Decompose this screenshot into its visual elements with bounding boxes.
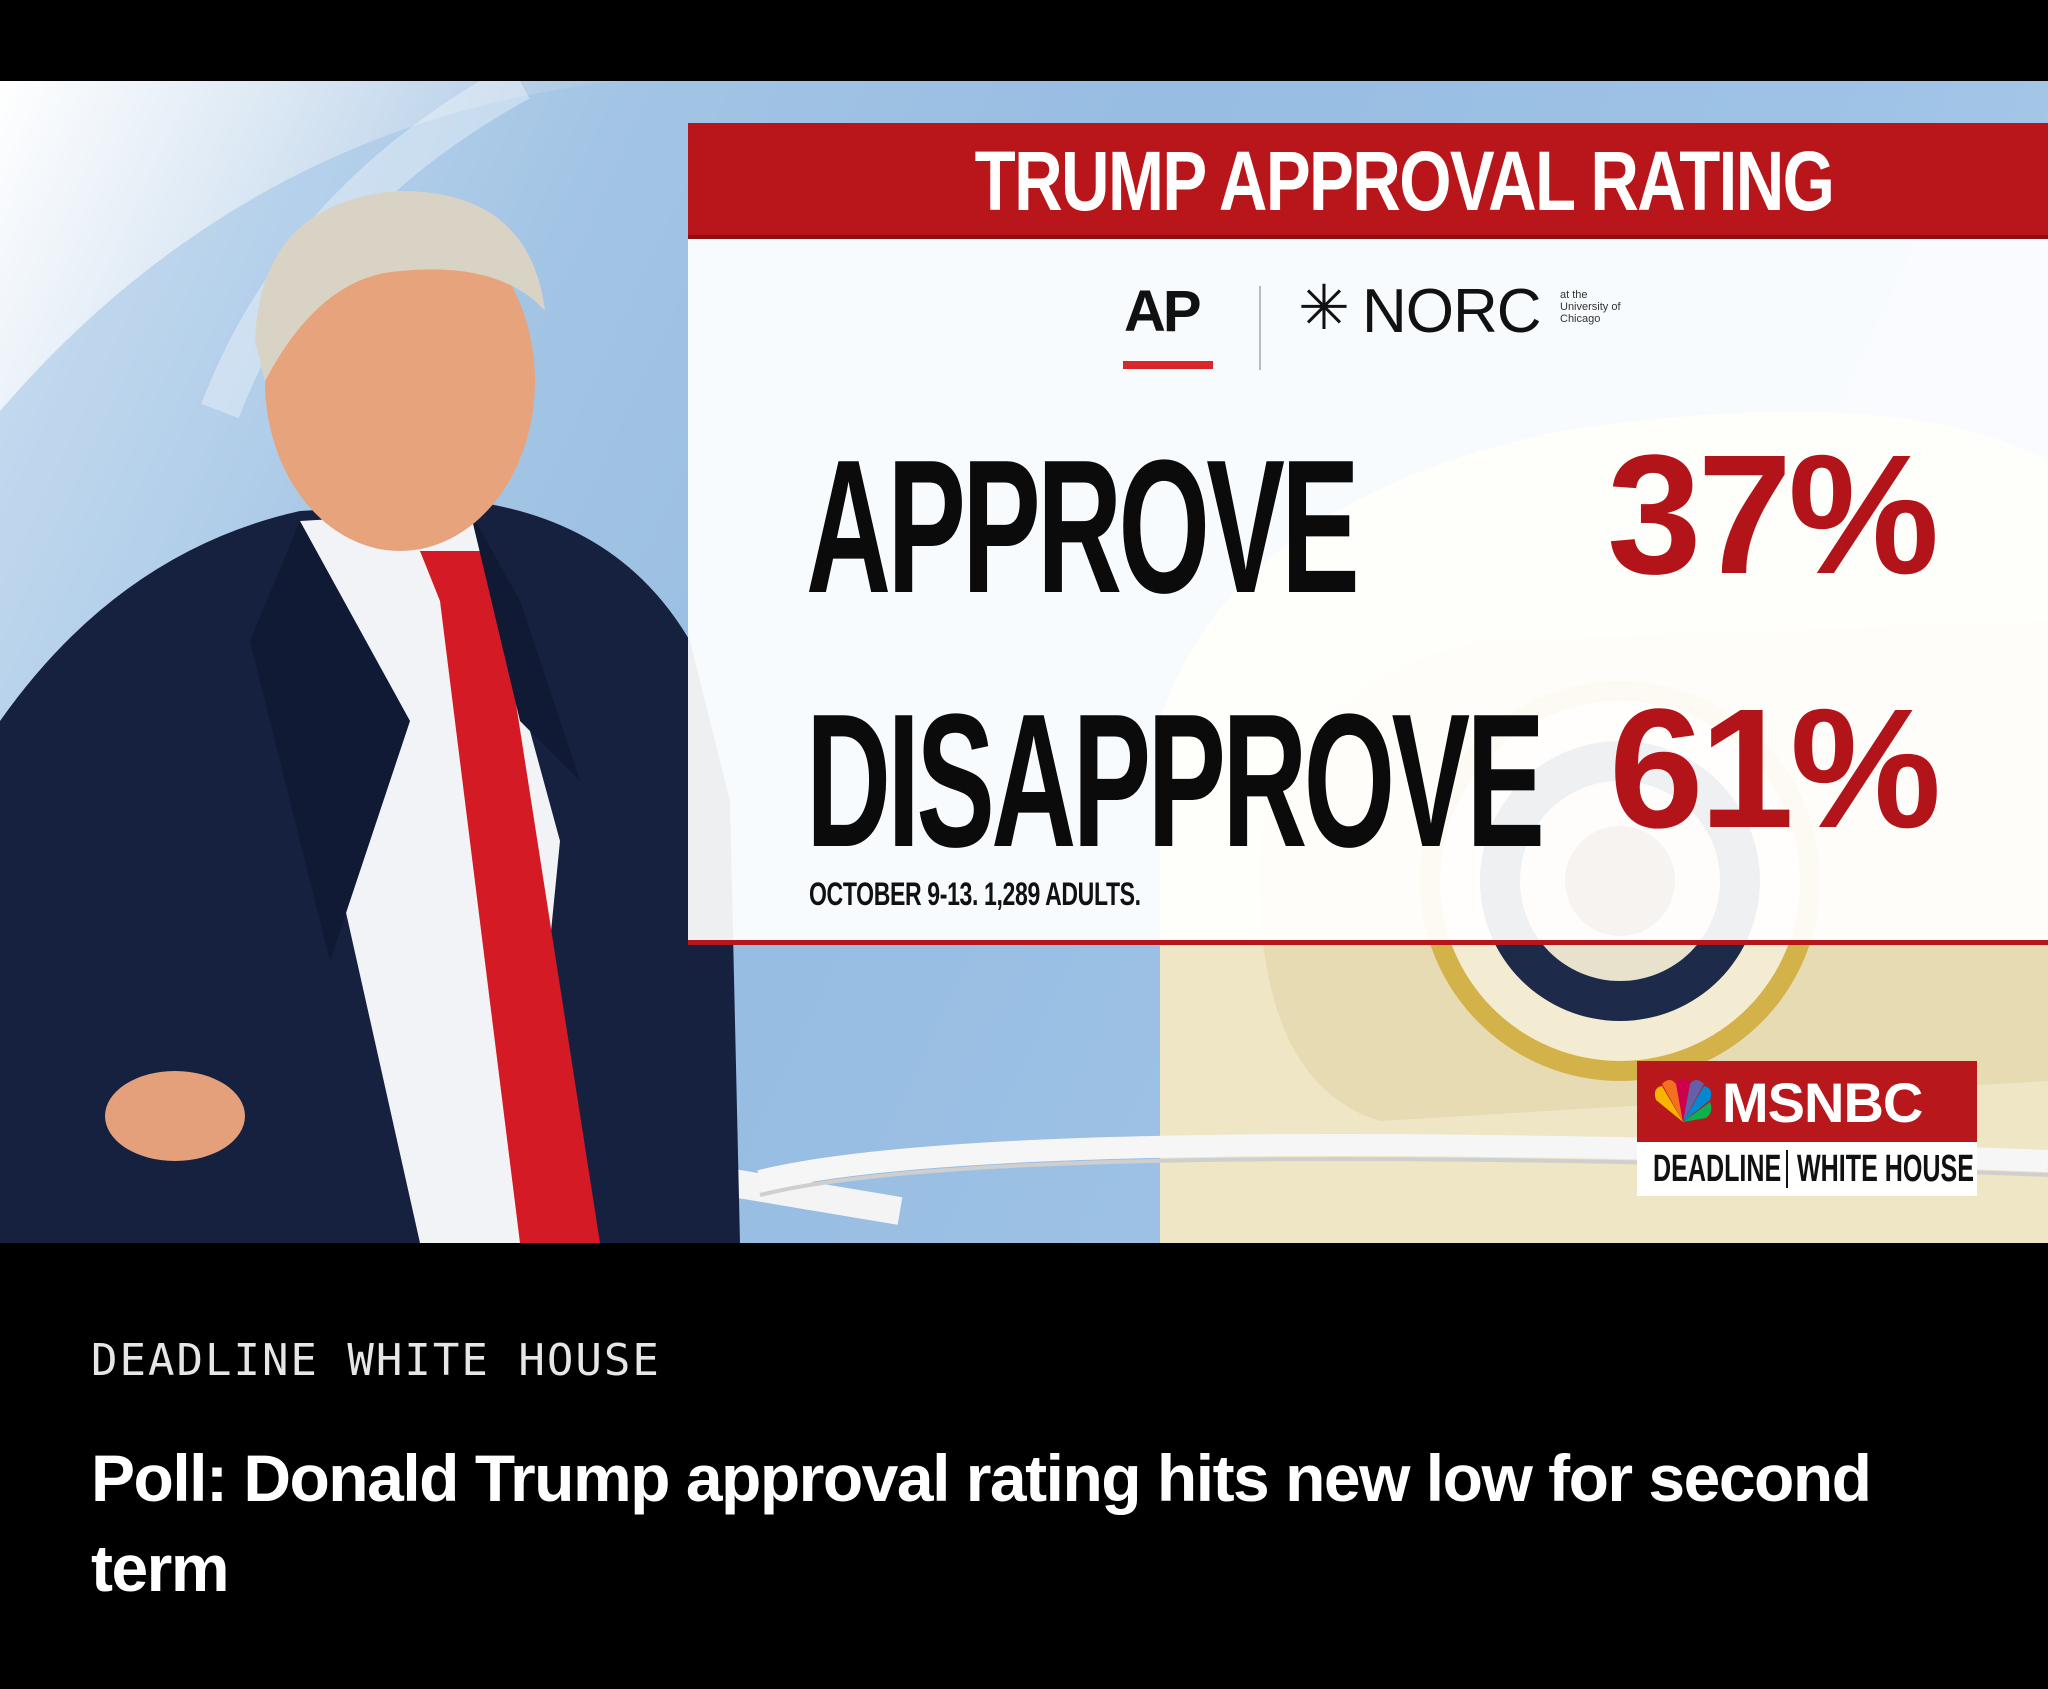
show-name-separator: [1786, 1150, 1788, 1188]
msnbc-wordmark: MSNBC: [1722, 1071, 1923, 1134]
poll-title-bar: [688, 123, 2048, 239]
norc-sub-line: Chicago: [1560, 313, 1601, 325]
norc-logo: NORC: [1362, 277, 1542, 346]
poll-title: TRUMP APPROVAL RATING: [974, 134, 1835, 228]
disapprove-value: 61%: [1609, 674, 1941, 864]
peacock-icon: [1654, 1078, 1712, 1122]
ap-logo: AP: [1124, 279, 1202, 344]
poll-card-bottom-rule: [688, 940, 2048, 945]
norc-sub-line: University of: [1560, 301, 1621, 313]
norc-subtitle: at the University of Chicago: [1560, 289, 1650, 325]
norc-sub-line: at the: [1560, 289, 1588, 301]
article-headline[interactable]: Poll: Donald Trump approval rating hits …: [91, 1441, 1872, 1605]
poll-footnote: OCTOBER 9-13. 1,289 ADULTS.: [809, 876, 1141, 912]
approve-label: APPROVE: [806, 421, 1360, 633]
show-name-left: DEADLINE: [1653, 1148, 1782, 1190]
article-section-link[interactable]: DEADLINE WHITE HOUSE: [91, 1335, 661, 1386]
norc-star-icon: ✳: [1298, 274, 1350, 343]
show-name-right: WHITE HOUSE: [1797, 1148, 1974, 1190]
ap-logo-underline: [1123, 361, 1213, 369]
disapprove-label: DISAPPROVE: [806, 675, 1545, 887]
poll-card: [688, 123, 2048, 943]
show-name-box: [1637, 1142, 1977, 1196]
logo-divider: [1259, 286, 1261, 370]
approve-value: 37%: [1607, 420, 1939, 610]
